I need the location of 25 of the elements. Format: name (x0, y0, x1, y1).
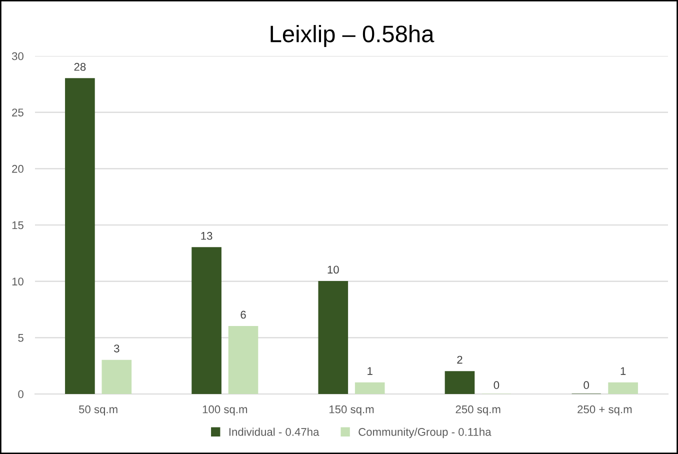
y-tick-label: 10 (12, 278, 24, 286)
data-label: 1 (620, 367, 626, 375)
y-tick-label: 15 (12, 221, 24, 230)
data-label: 6 (240, 310, 246, 319)
data-label: 2 (457, 356, 462, 364)
legend-label: Individual - 0.47ha (229, 428, 320, 436)
x-tick-label: 100 sq.m (202, 405, 248, 416)
data-label: 0 (584, 381, 589, 390)
y-tick-label: 5 (18, 334, 24, 342)
data-label: 1 (368, 367, 372, 375)
data-label: 0 (494, 381, 500, 390)
x-tick-label: 250 + sq.m (578, 405, 632, 416)
y-tick-label: 20 (12, 164, 24, 173)
data-label: 28 (74, 62, 86, 71)
data-label: 3 (114, 344, 120, 352)
x-tick-label: 250 sq.m (456, 405, 500, 416)
data-label: 10 (328, 266, 339, 274)
x-tick-label: 150 sq.m (329, 405, 374, 416)
y-tick-label: 25 (12, 108, 24, 116)
x-tick-label: 50 sq.m (78, 405, 118, 416)
legend-label: Community/Group - 0.11ha (358, 428, 492, 438)
data-label: 13 (201, 232, 212, 240)
y-tick-label: 0 (18, 390, 24, 398)
chart-title: Leixlip – 0.58ha (270, 25, 434, 48)
y-tick-label: 30 (12, 52, 24, 60)
